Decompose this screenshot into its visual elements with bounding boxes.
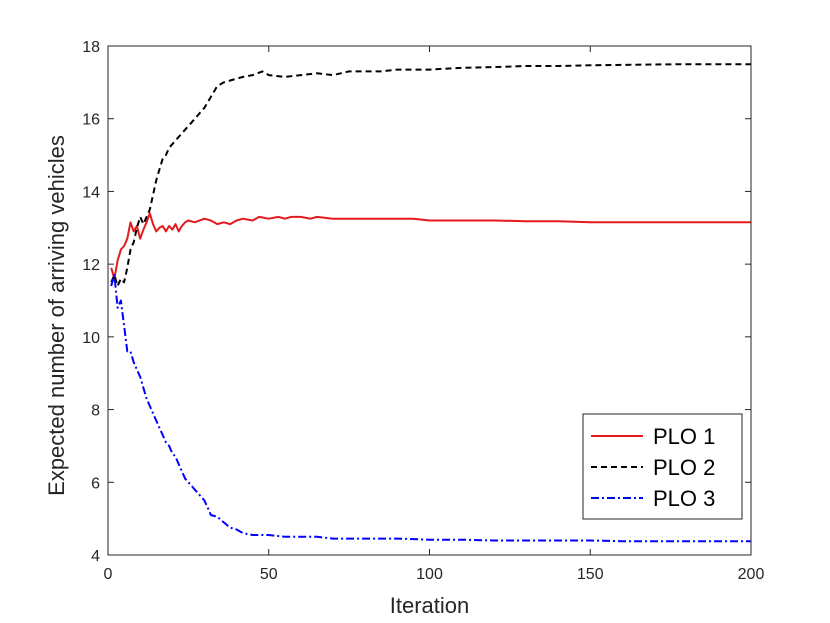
y-tick-label: 4 [91, 548, 100, 565]
legend-label-1: PLO 1 [653, 424, 715, 449]
y-tick-label: 16 [82, 112, 100, 129]
y-tick-label: 8 [91, 403, 100, 420]
legend: PLO 1 PLO 2 PLO 3 [582, 413, 743, 520]
series-line-2 [110, 63, 751, 287]
y-tick-label: 6 [91, 475, 100, 492]
x-tick-label: 0 [104, 566, 113, 583]
y-tick-label: 10 [82, 330, 100, 347]
y-tick-label: 14 [82, 184, 100, 201]
x-tick-label: 150 [577, 566, 604, 583]
x-tick-label: 100 [416, 566, 443, 583]
y-axis-title: Expected number of arriving vehicles [44, 135, 69, 496]
y-tick-label: 18 [82, 39, 100, 56]
x-axis-title: Iteration [390, 593, 470, 618]
axes-layer: 0 50 100 150 200 4 6 8 10 12 14 16 18 [82, 39, 764, 583]
x-tick-label: 200 [738, 566, 765, 583]
y-tick-label: 12 [82, 257, 100, 274]
series-layer [110, 63, 751, 543]
series-line-3 [110, 274, 751, 543]
series-line-1 [110, 212, 751, 280]
x-tick-label: 50 [260, 566, 278, 583]
legend-label-2: PLO 2 [653, 455, 715, 480]
legend-label-3: PLO 3 [653, 486, 715, 511]
legend-box [582, 413, 743, 520]
